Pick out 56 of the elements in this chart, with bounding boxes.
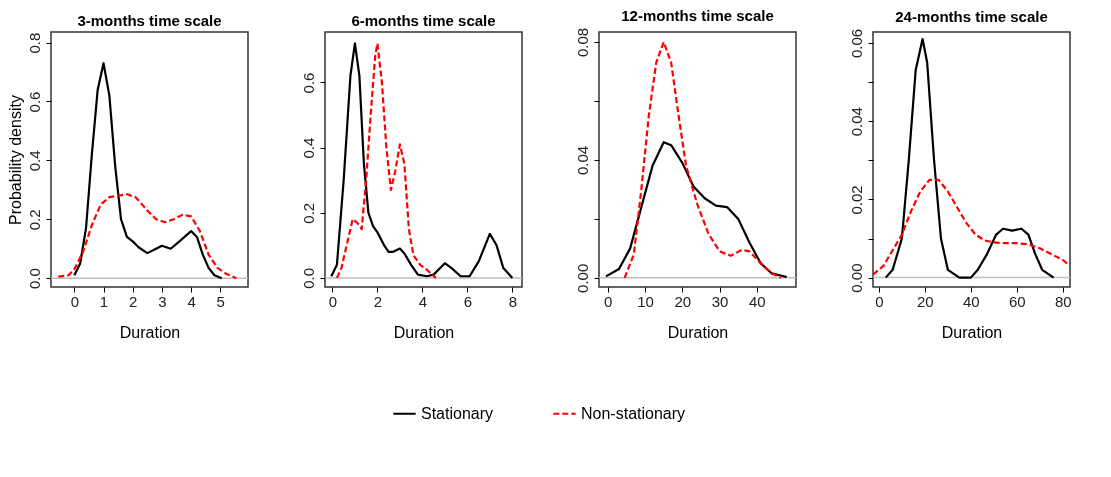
y-tick-label: 0.08 <box>573 27 591 58</box>
x-tick-label: 4 <box>187 292 196 310</box>
line-series <box>884 37 1055 279</box>
y-tick-label: 0.2 <box>299 202 317 224</box>
legend-label: Stationary <box>421 404 494 422</box>
line-series <box>604 141 788 279</box>
x-axis-title: Duration <box>393 323 455 341</box>
chart-title: 6-months time scale <box>351 12 496 29</box>
x-tick-label: 8 <box>508 292 517 310</box>
x-tick-label: 0 <box>328 292 338 310</box>
x-tick-label: 0 <box>70 292 80 310</box>
y-tick-label: 0.04 <box>847 107 865 137</box>
chart-title: 12-months time scale <box>621 7 774 25</box>
x-tick-label: 20 <box>917 292 934 310</box>
x-tick-label: 40 <box>963 292 980 310</box>
x-tick-label: 80 <box>1055 292 1072 310</box>
line-series <box>335 42 437 279</box>
x-tick-label: 10 <box>637 292 654 310</box>
line-series <box>57 193 238 280</box>
y-tick-label: 0.0 <box>25 268 43 290</box>
y-axis-title: Probability density <box>6 95 24 225</box>
x-axis-title: Duration <box>941 323 1003 341</box>
y-tick-label: 0.4 <box>25 150 43 172</box>
x-tick-label: 6 <box>463 292 473 310</box>
line-series <box>330 42 514 279</box>
line-series <box>623 40 783 279</box>
x-tick-label: 2 <box>129 292 138 310</box>
x-axis-title: Duration <box>667 323 729 341</box>
x-tick-label: 30 <box>711 292 729 310</box>
y-tick-label: 0.2 <box>25 209 43 231</box>
x-tick-label: 1 <box>99 292 109 310</box>
x-axis-title: Duration <box>119 323 181 341</box>
y-tick-label: 0.00 <box>847 263 865 293</box>
y-tick-label: 0.6 <box>299 72 317 94</box>
y-tick-label: 0.02 <box>847 185 865 215</box>
y-tick-label: 0.6 <box>25 91 43 113</box>
y-tick-label: 0.4 <box>299 137 317 159</box>
x-tick-label: 2 <box>373 292 383 310</box>
x-tick-label: 20 <box>674 292 692 310</box>
x-tick-label: 3 <box>158 292 167 310</box>
x-tick-label: 0 <box>875 292 884 310</box>
y-tick-label: 0.06 <box>847 28 865 59</box>
line-series <box>873 178 1070 276</box>
x-tick-label: 5 <box>216 292 225 310</box>
y-tick-label: 0.04 <box>573 145 591 176</box>
x-tick-label: 4 <box>418 292 428 310</box>
line-series <box>73 62 223 280</box>
x-tick-label: 60 <box>1009 292 1026 310</box>
chart-title: 24-months time scale <box>895 8 1048 26</box>
y-tick-label: 0.0 <box>299 267 317 289</box>
chart-title: 3-months time scale <box>77 12 222 29</box>
legend-label: Non-stationary <box>581 404 686 422</box>
y-tick-label: 0.00 <box>573 263 591 293</box>
x-tick-label: 0 <box>604 292 613 310</box>
y-tick-label: 0.8 <box>25 32 43 54</box>
x-tick-label: 40 <box>749 292 766 310</box>
